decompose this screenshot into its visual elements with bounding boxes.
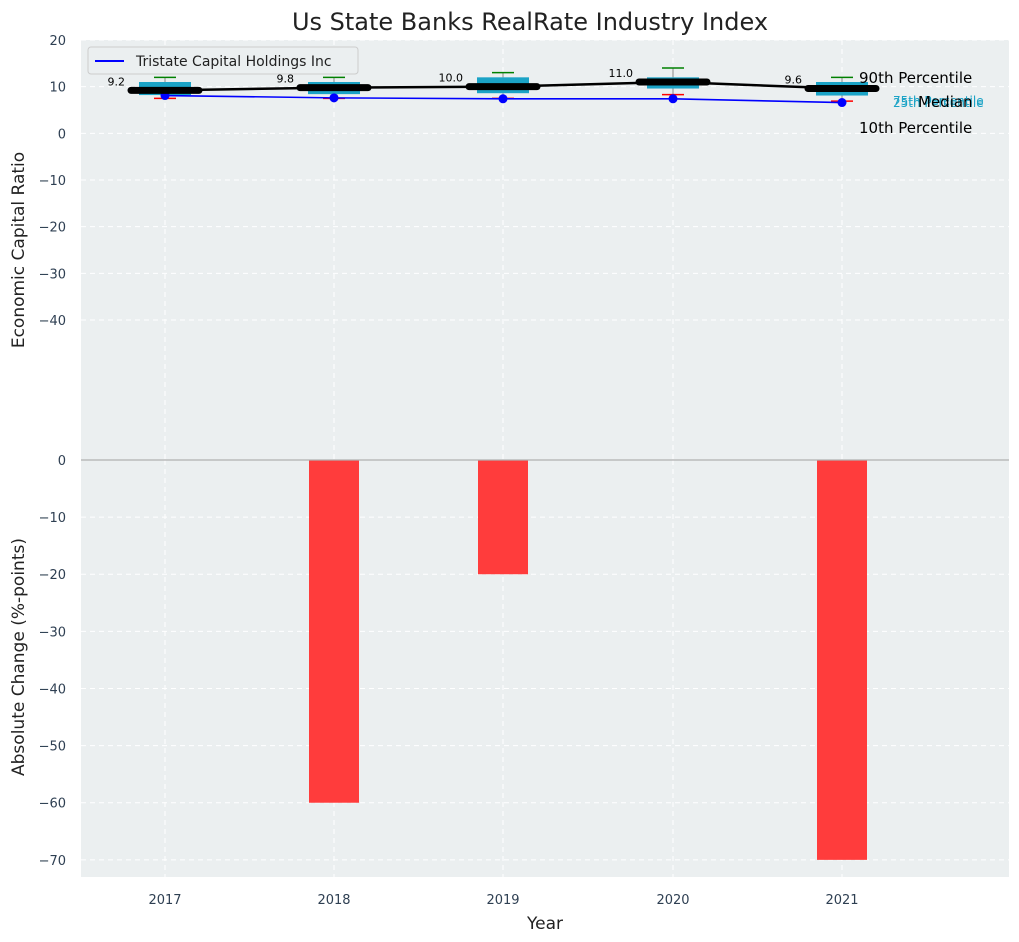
bottom-y-ticks: 0 −10 −20 −30 −40 −50 −60 −70 [39,454,66,869]
chart-title: Us State Banks RealRate Industry Index [292,8,768,36]
x-ticks: 2017 2018 2019 2020 2021 [148,893,858,908]
x-axis-title: Year [526,914,563,934]
median-value-label: 9.8 [277,73,295,86]
company-series-point [498,94,508,104]
x-tick-label: 2019 [486,893,519,908]
legend: Tristate Capital Holdings Inc [87,46,359,75]
company-series [160,91,847,108]
annotation-p75: 75th Percentile [893,94,984,108]
change-bars [309,460,867,860]
company-series-point [668,94,678,104]
change-bar [478,460,528,575]
x-tick-label: 2020 [656,893,689,908]
bottom-y-tick-label: −70 [39,854,66,869]
bottom-y-tick-label: −60 [39,797,66,812]
annotation-p90: 90th Percentile [859,69,972,87]
top-y-tick-label: 0 [58,127,66,142]
company-series-point [837,98,847,108]
top-y-tick-label: −40 [39,314,66,329]
top-y-tick-label: 10 [49,81,66,96]
change-bar [309,460,359,803]
median-value-label: 9.6 [785,74,803,87]
median-line: 9.2 9.8 10.0 11.0 9.6 [108,67,880,94]
top-plot-area [81,40,1009,460]
median-value-label: 11.0 [609,67,634,80]
bottom-y-tick-label: 0 [58,454,66,469]
top-y-tick-label: −30 [39,267,66,282]
x-tick-label: 2018 [317,893,350,908]
bottom-y-tick-label: −40 [39,682,66,697]
change-bar [817,460,867,860]
bottom-plot-area [81,460,1009,877]
legend-label: Tristate Capital Holdings Inc [135,54,332,70]
top-y-ticks: 20 10 0 −10 −20 −30 −40 [39,34,66,329]
bottom-y-tick-label: −10 [39,511,66,526]
top-y-tick-label: −20 [39,221,66,236]
bottom-y-tick-label: −30 [39,625,66,640]
legend-box [87,46,359,75]
bottom-y-tick-label: −50 [39,740,66,755]
top-y-tick-label: 20 [49,34,66,49]
top-y-tick-label: −10 [39,174,66,189]
annotation-median: Median [918,93,973,111]
top-y-axis-title: Economic Capital Ratio [9,152,29,348]
company-series-point [329,93,339,103]
median-value-label: 9.2 [108,75,126,88]
annotation-p25: 25th Percentile [893,96,984,110]
bottom-y-tick-label: −20 [39,568,66,583]
x-tick-label: 2017 [148,893,181,908]
x-tick-label: 2021 [825,893,858,908]
bottom-y-axis-title: Absolute Change (%-points) [9,538,29,776]
median-value-label: 10.0 [439,72,464,85]
annotation-p10: 10th Percentile [859,119,972,137]
